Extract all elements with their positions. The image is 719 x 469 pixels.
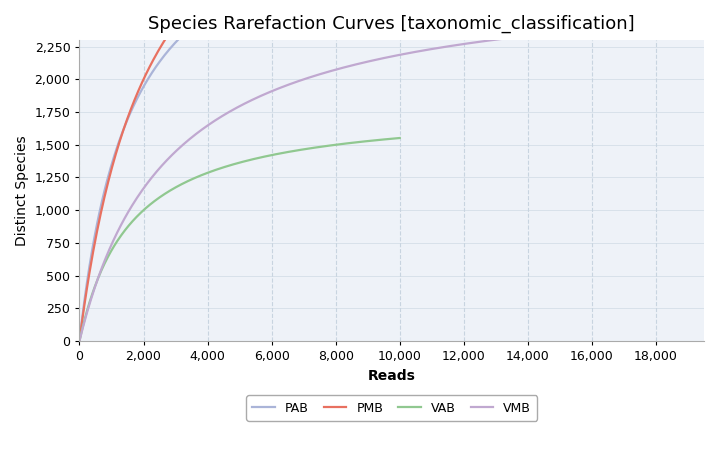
Line: VAB: VAB <box>80 138 400 341</box>
VMB <box>700 18 708 23</box>
Title: Species Rarefaction Curves [taxonomic_classification]: Species Rarefaction Curves [taxonomic_cl… <box>148 15 635 33</box>
VMB <box>75 338 84 344</box>
VAB <box>338 141 347 147</box>
Y-axis label: Distinct Species: Distinct Species <box>15 135 29 246</box>
PMB <box>75 338 84 344</box>
VMB <box>587 26 595 32</box>
VAB <box>229 161 238 167</box>
VMB <box>413 49 422 54</box>
VAB <box>75 338 84 344</box>
Line: PMB: PMB <box>80 0 704 341</box>
VMB <box>684 19 693 24</box>
PAB <box>75 338 84 344</box>
VAB <box>266 152 275 158</box>
VMB <box>375 56 384 62</box>
VAB <box>249 157 257 162</box>
Line: VMB: VMB <box>80 21 704 341</box>
VMB <box>372 57 380 62</box>
X-axis label: Reads: Reads <box>368 369 416 383</box>
VAB <box>227 162 236 168</box>
VMB <box>447 43 456 49</box>
Line: PAB: PAB <box>80 0 704 341</box>
VAB <box>388 136 396 142</box>
VAB <box>395 135 404 141</box>
Legend: PAB, PMB, VAB, VMB: PAB, PMB, VAB, VMB <box>246 395 537 421</box>
